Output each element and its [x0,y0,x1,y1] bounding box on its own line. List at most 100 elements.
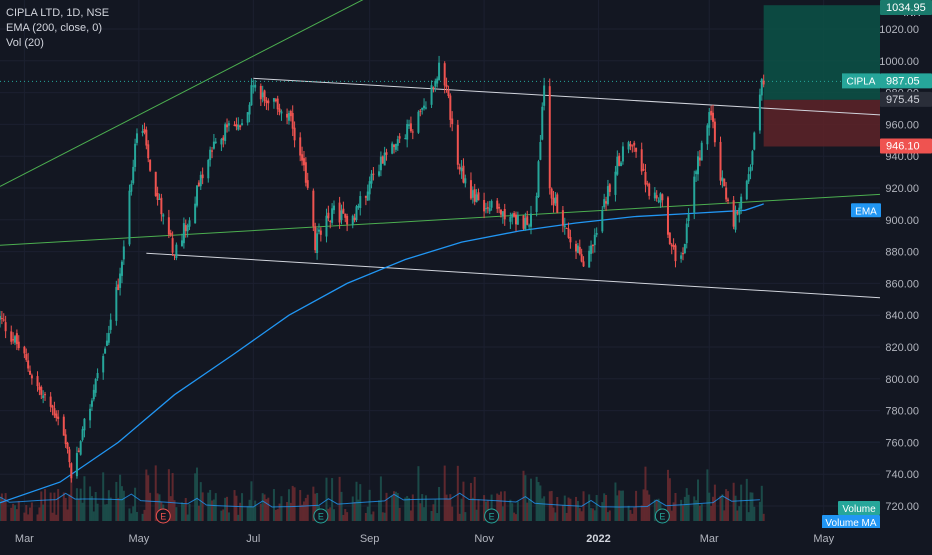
candle[interactable] [293,127,296,141]
candle[interactable] [629,144,632,147]
candle[interactable] [29,370,32,375]
candle[interactable] [655,195,658,199]
candle[interactable] [580,254,583,262]
candle[interactable] [606,186,609,205]
symbol-title[interactable]: CIPLA LTD, 1D, NSE [6,7,110,19]
candle[interactable] [44,394,47,396]
candle[interactable] [2,319,5,321]
candle[interactable] [79,441,82,455]
candle[interactable] [486,207,489,209]
earnings-marker[interactable]: E [313,508,329,524]
candle[interactable] [530,213,533,227]
candle[interactable] [456,124,459,165]
candle[interactable] [211,150,214,152]
candle[interactable] [64,434,67,445]
candle[interactable] [383,152,386,166]
candle[interactable] [621,146,624,162]
candle[interactable] [299,137,302,156]
candle[interactable] [364,195,367,198]
candle[interactable] [738,207,741,215]
candle[interactable] [156,193,159,200]
candle[interactable] [89,408,92,421]
candle[interactable] [10,331,13,342]
candle[interactable] [404,137,407,140]
candle[interactable] [184,225,187,232]
candle[interactable] [576,245,579,253]
candle[interactable] [747,174,750,182]
candle[interactable] [635,147,638,152]
candle[interactable] [445,84,448,87]
candle[interactable] [734,211,737,230]
candle[interactable] [432,87,435,89]
candle[interactable] [462,165,465,183]
candle[interactable] [57,416,60,419]
candle[interactable] [593,234,596,246]
candle[interactable] [603,199,606,208]
candle[interactable] [640,149,643,172]
candle[interactable] [723,178,726,187]
candle[interactable] [434,80,437,87]
candle[interactable] [608,184,611,192]
candle[interactable] [447,89,450,96]
candle[interactable] [666,197,669,235]
candle[interactable] [83,418,86,431]
candle[interactable] [601,209,604,232]
candle[interactable] [379,156,382,171]
candle[interactable] [700,142,703,161]
candle[interactable] [181,240,184,247]
candle[interactable] [135,133,138,143]
candle[interactable] [498,207,501,209]
candle[interactable] [595,233,598,235]
candle[interactable] [696,156,699,175]
candle[interactable] [385,152,388,155]
candle[interactable] [368,181,371,195]
candle[interactable] [391,143,394,154]
candle[interactable] [209,149,212,161]
candle[interactable] [96,372,99,379]
candle[interactable] [239,125,242,128]
candle[interactable] [725,187,728,200]
candle[interactable] [582,261,585,267]
candle[interactable] [147,144,150,159]
candle[interactable] [528,225,531,227]
candle[interactable] [648,183,651,196]
candle[interactable] [719,141,722,181]
candle[interactable] [51,405,54,408]
candle[interactable] [419,110,422,112]
candle[interactable] [708,112,711,128]
candle[interactable] [436,78,439,84]
candle[interactable] [710,110,713,116]
candle[interactable] [554,197,557,204]
candle[interactable] [38,386,41,390]
candle[interactable] [712,112,715,122]
candle[interactable] [473,189,476,202]
candle[interactable] [49,396,52,407]
candle[interactable] [394,143,397,150]
candle[interactable] [344,213,347,218]
candle[interactable] [241,123,244,126]
candle[interactable] [272,98,275,102]
candle[interactable] [171,238,174,253]
candle[interactable] [458,166,461,170]
candle[interactable] [653,192,656,199]
candle[interactable] [488,208,491,212]
candle[interactable] [304,162,307,183]
candle[interactable] [590,245,593,254]
candle[interactable] [421,107,424,110]
candle[interactable] [680,255,683,259]
candle[interactable] [23,346,26,354]
candle[interactable] [233,124,236,126]
volume-ma-tag[interactable]: Volume MA [825,518,876,529]
candle[interactable] [12,339,15,341]
candle[interactable] [526,216,529,225]
candle[interactable] [460,167,463,172]
loss-zone[interactable] [763,99,880,147]
candle[interactable] [237,124,240,130]
candle[interactable] [92,389,95,400]
candle[interactable] [567,228,570,238]
candle[interactable] [687,214,690,222]
candle[interactable] [346,215,349,225]
candle[interactable] [55,413,58,418]
channel-upper-line[interactable] [253,77,881,116]
